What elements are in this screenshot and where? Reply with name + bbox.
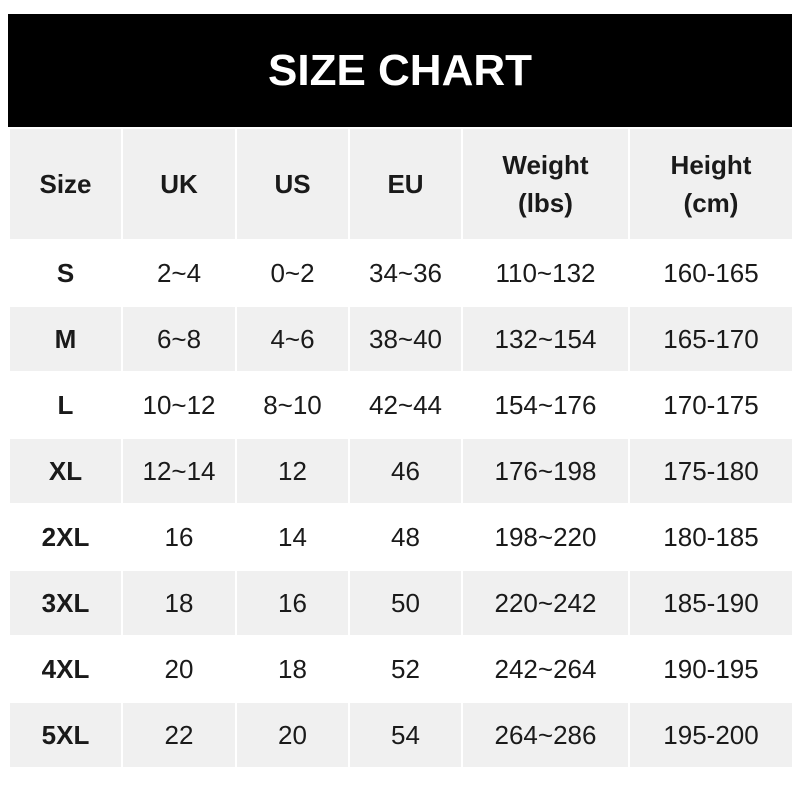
table-cell: 10~12 — [121, 371, 237, 439]
header-unit: (cm) — [683, 188, 739, 218]
table-cell: 16 — [235, 569, 350, 637]
size-label: 5XL — [8, 701, 123, 769]
table-cell: 54 — [348, 701, 463, 769]
table-cell: 20 — [235, 701, 350, 769]
header-label: UK — [160, 169, 198, 199]
column-header: EU — [348, 127, 463, 241]
table-row: 3XL 18 16 50 220~242 185-190 — [8, 569, 794, 637]
table-row: S 2~4 0~2 34~36 110~132 160-165 — [8, 239, 794, 307]
size-label: S — [8, 239, 123, 307]
table-cell: 190-195 — [628, 635, 794, 703]
table-cell: 12~14 — [121, 437, 237, 505]
table-cell: 38~40 — [348, 305, 463, 373]
table-cell: 176~198 — [461, 437, 630, 505]
size-table: Size UK US EU Weight (lbs) Height (cm) S 2~4 0~2 3… — [8, 127, 794, 769]
table-cell: 8~10 — [235, 371, 350, 439]
table-row: 2XL 16 14 48 198~220 180-185 — [8, 503, 794, 571]
table-cell: 195-200 — [628, 701, 794, 769]
header-unit: (lbs) — [518, 188, 573, 218]
table-cell: 18 — [121, 569, 237, 637]
table-cell: 220~242 — [461, 569, 630, 637]
size-label: L — [8, 371, 123, 439]
header-row: Size UK US EU Weight (lbs) Height (cm) — [8, 127, 794, 241]
table-cell: 16 — [121, 503, 237, 571]
table-cell: 160-165 — [628, 239, 794, 307]
table-cell: 185-190 — [628, 569, 794, 637]
table-cell: 4~6 — [235, 305, 350, 373]
header-label: Height — [670, 150, 752, 180]
size-label: 4XL — [8, 635, 123, 703]
table-cell: 154~176 — [461, 371, 630, 439]
table-row: 5XL 22 20 54 264~286 195-200 — [8, 701, 794, 769]
table-cell: 46 — [348, 437, 463, 505]
table-cell: 6~8 — [121, 305, 237, 373]
table-cell: 34~36 — [348, 239, 463, 307]
column-header: US — [235, 127, 350, 241]
column-header: UK — [121, 127, 237, 241]
column-header: Height (cm) — [628, 127, 794, 241]
table-cell: 50 — [348, 569, 463, 637]
column-header: Size — [8, 127, 123, 241]
table-cell: 12 — [235, 437, 350, 505]
header-label: Weight — [502, 150, 589, 180]
table-cell: 52 — [348, 635, 463, 703]
chart-title: SIZE CHART — [8, 14, 792, 127]
table-cell: 180-185 — [628, 503, 794, 571]
table-cell: 165-170 — [628, 305, 794, 373]
table-cell: 132~154 — [461, 305, 630, 373]
table-cell: 14 — [235, 503, 350, 571]
table-cell: 170-175 — [628, 371, 794, 439]
table-row: M 6~8 4~6 38~40 132~154 165-170 — [8, 305, 794, 373]
table-cell: 242~264 — [461, 635, 630, 703]
table-cell: 42~44 — [348, 371, 463, 439]
header-label: Size — [39, 169, 92, 199]
table-cell: 2~4 — [121, 239, 237, 307]
table-cell: 20 — [121, 635, 237, 703]
table-cell: 48 — [348, 503, 463, 571]
table-cell: 175-180 — [628, 437, 794, 505]
header-label: EU — [387, 169, 424, 199]
table-cell: 18 — [235, 635, 350, 703]
header-label: US — [274, 169, 311, 199]
table-cell: 110~132 — [461, 239, 630, 307]
size-chart: SIZE CHART Size UK US EU Weight (lbs) Height (c… — [8, 14, 794, 769]
table-cell: 0~2 — [235, 239, 350, 307]
table-cell: 22 — [121, 701, 237, 769]
size-label: XL — [8, 437, 123, 505]
table-row: L 10~12 8~10 42~44 154~176 170-175 — [8, 371, 794, 439]
size-label: 3XL — [8, 569, 123, 637]
column-header: Weight (lbs) — [461, 127, 630, 241]
size-label: M — [8, 305, 123, 373]
table-cell: 198~220 — [461, 503, 630, 571]
table-cell: 264~286 — [461, 701, 630, 769]
table-row: 4XL 20 18 52 242~264 190-195 — [8, 635, 794, 703]
size-label: 2XL — [8, 503, 123, 571]
table-row: XL 12~14 12 46 176~198 175-180 — [8, 437, 794, 505]
